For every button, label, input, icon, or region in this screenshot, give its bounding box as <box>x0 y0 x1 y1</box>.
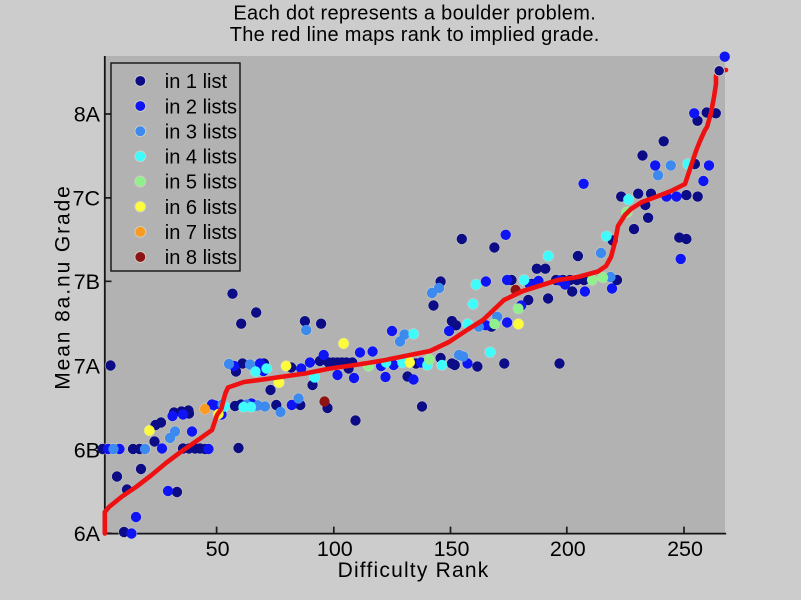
svg-text:in 2 lists: in 2 lists <box>165 96 237 118</box>
svg-text:in 6 lists: in 6 lists <box>165 197 237 219</box>
svg-text:100: 100 <box>317 537 353 561</box>
svg-text:The red line maps rank to impl: The red line maps rank to implied grade. <box>230 24 600 46</box>
svg-text:8A: 8A <box>74 103 101 127</box>
svg-text:7B: 7B <box>74 270 100 294</box>
svg-text:200: 200 <box>550 537 586 561</box>
svg-text:in 7 lists: in 7 lists <box>165 222 237 244</box>
svg-text:in 8 lists: in 8 lists <box>165 247 237 269</box>
svg-text:7A: 7A <box>74 354 101 378</box>
svg-text:in 5 lists: in 5 lists <box>165 172 237 194</box>
svg-text:7C: 7C <box>73 187 100 211</box>
svg-text:6B: 6B <box>74 438 100 462</box>
svg-text:250: 250 <box>667 537 703 561</box>
svg-text:150: 150 <box>434 537 470 561</box>
svg-text:Mean 8a.nu Grade: Mean 8a.nu Grade <box>52 184 75 390</box>
svg-text:50: 50 <box>206 537 230 561</box>
svg-text:Difficulty Rank: Difficulty Rank <box>338 559 490 582</box>
svg-text:in 3 lists: in 3 lists <box>165 121 237 143</box>
svg-text:in 4 lists: in 4 lists <box>165 147 237 169</box>
svg-text:in 1 list: in 1 list <box>165 71 228 93</box>
svg-text:Each dot represents a boulder: Each dot represents a boulder problem. <box>233 3 596 25</box>
svg-text:6A: 6A <box>74 522 101 546</box>
